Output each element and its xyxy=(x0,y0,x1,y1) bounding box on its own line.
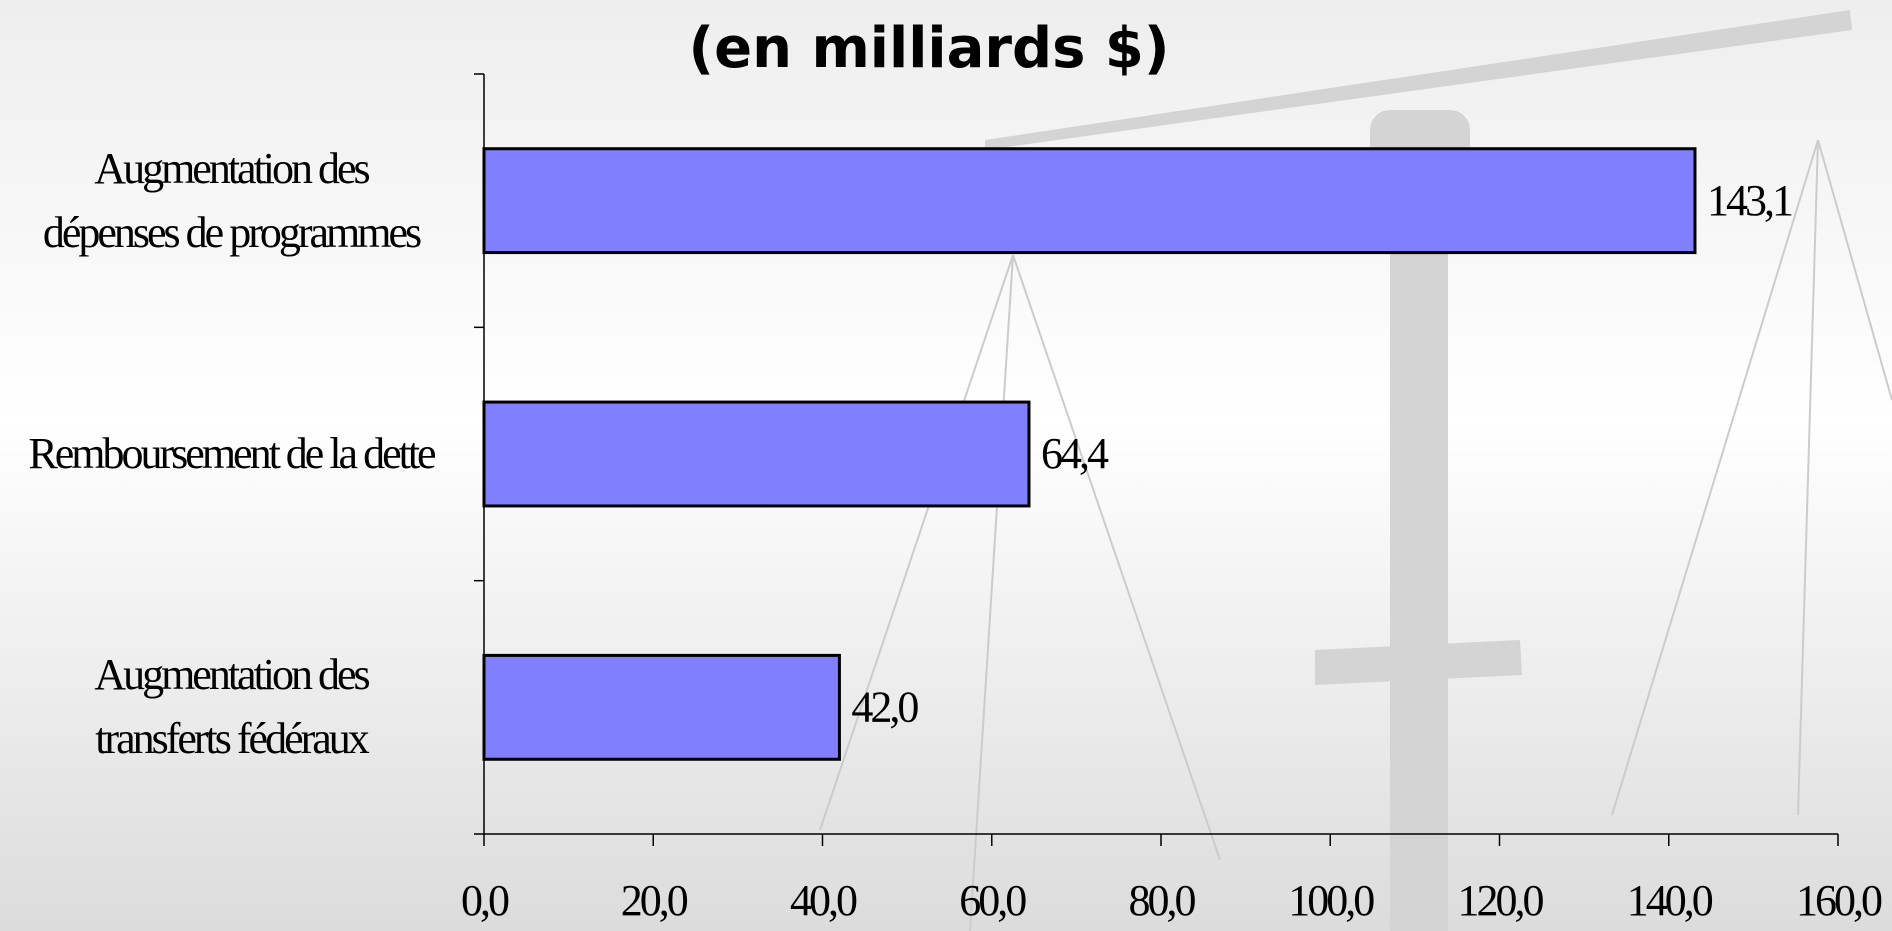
bar xyxy=(482,653,841,761)
value-label: 64,4 xyxy=(1041,429,1109,478)
bar xyxy=(482,400,1031,508)
bar xyxy=(482,147,1697,255)
x-tick-label: 100,0 xyxy=(1288,876,1374,925)
x-tick-label: 60,0 xyxy=(959,876,1026,925)
x-tick-label: 0,0 xyxy=(461,876,509,925)
x-tick-label: 20,0 xyxy=(621,876,688,925)
x-tick-label: 80,0 xyxy=(1129,876,1196,925)
category-label: Augmentation des transferts fédéraux xyxy=(94,650,370,764)
chart-title: (en milliards $) xyxy=(689,16,1170,81)
x-tick-label: 120,0 xyxy=(1458,876,1544,925)
category-label: Remboursement de la dette xyxy=(28,429,436,478)
x-tick-label: 40,0 xyxy=(790,876,857,925)
value-label: 42,0 xyxy=(851,682,918,731)
background-strings xyxy=(819,139,1892,931)
category-label: Augmentation des dépenses de programmes xyxy=(42,143,422,257)
value-label: 143,1 xyxy=(1707,176,1792,225)
x-tick-label: 140,0 xyxy=(1627,876,1713,925)
x-tick-label: 160,0 xyxy=(1796,876,1882,925)
